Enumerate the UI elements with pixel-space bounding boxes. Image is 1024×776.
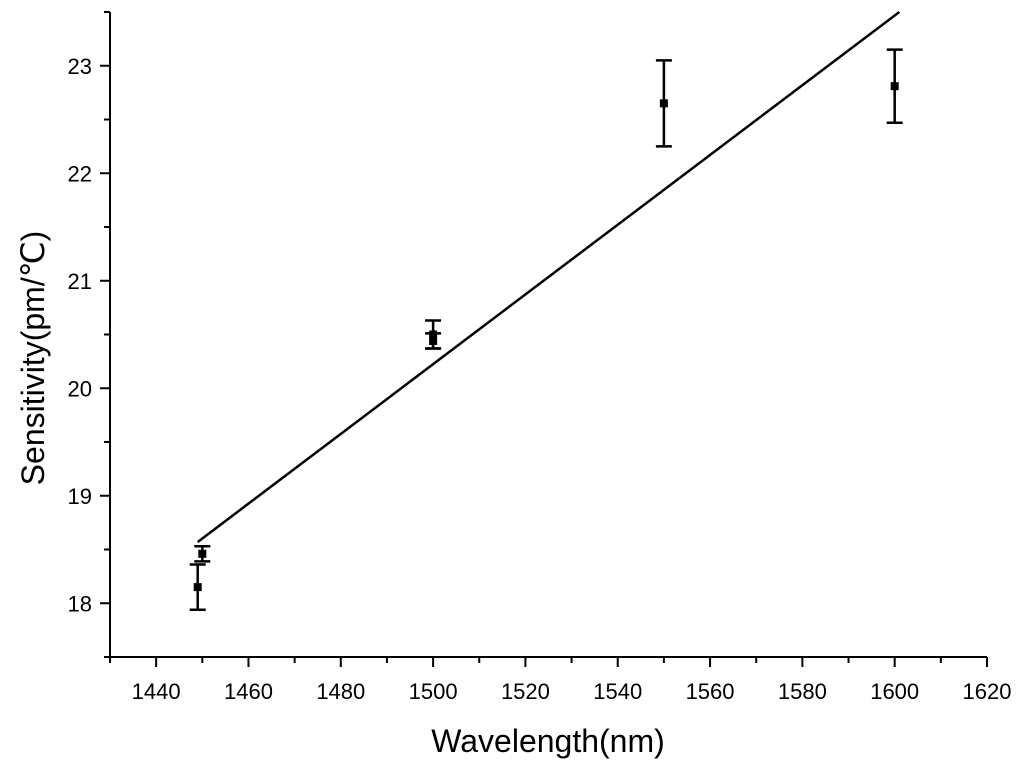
x-tick-label: 1520 bbox=[501, 679, 550, 704]
x-tick-label: 1460 bbox=[224, 679, 273, 704]
y-axis-title: Sensitivity(pm/℃) bbox=[15, 231, 51, 486]
point-marker bbox=[659, 99, 668, 108]
x-tick-label: 1580 bbox=[778, 679, 827, 704]
y-tick-label: 19 bbox=[68, 484, 92, 509]
point-marker bbox=[193, 583, 202, 592]
x-tick-label: 1540 bbox=[593, 679, 642, 704]
x-tick-label: 1500 bbox=[409, 679, 458, 704]
fit-line-group bbox=[196, 11, 901, 543]
y-tick-label: 22 bbox=[68, 161, 92, 186]
x-tick-label: 1560 bbox=[686, 679, 735, 704]
point-marker bbox=[198, 549, 207, 558]
x-tick-label: 1600 bbox=[870, 679, 919, 704]
point-marker bbox=[429, 330, 438, 339]
x-tick-label: 1620 bbox=[963, 679, 1012, 704]
x-tick-label: 1480 bbox=[316, 679, 365, 704]
y-tick-label: 18 bbox=[68, 591, 92, 616]
y-tick-label: 23 bbox=[68, 54, 92, 79]
data-point bbox=[655, 59, 672, 148]
point-marker bbox=[890, 82, 899, 91]
y-tick-label: 20 bbox=[68, 376, 92, 401]
data-point bbox=[425, 319, 442, 350]
data-point bbox=[886, 48, 903, 124]
x-axis-title: Wavelength(nm) bbox=[431, 723, 665, 759]
axes: 1440 1460 1480 1500 1520 1540 1560 1580 1600 1620… bbox=[68, 11, 1012, 704]
data-point bbox=[189, 563, 206, 611]
x-tick-label: 1440 bbox=[132, 679, 181, 704]
data-point bbox=[194, 545, 211, 563]
y-tick-label: 21 bbox=[68, 269, 92, 294]
data-points bbox=[189, 48, 903, 611]
fit-line bbox=[196, 11, 901, 543]
